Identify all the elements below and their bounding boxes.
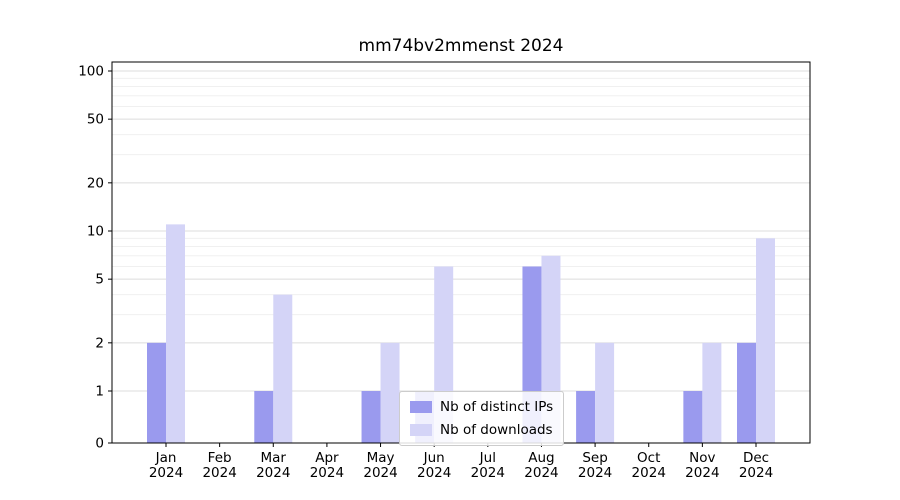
legend-label-downloads: Nb of downloads [440,422,553,438]
x-tick-label-month: Jul [479,450,496,466]
legend-swatch-distinct-ips [410,401,432,413]
x-tick-label-month: Nov [689,450,715,466]
legend-item-distinct-ips: Nb of distinct IPs [410,399,553,415]
x-tick-label-year: 2024 [310,465,344,481]
x-tick-label-month: Sep [582,450,607,466]
bar-distinct-ips [576,391,596,443]
bar-distinct-ips [254,391,274,443]
bar-downloads [595,342,615,443]
y-tick-label: 50 [87,112,104,128]
bar-downloads [702,342,722,443]
x-tick-label-month: Mar [261,450,287,466]
x-tick-label-month: May [367,450,395,466]
x-tick-label-year: 2024 [202,465,236,481]
y-tick-label: 0 [95,436,104,452]
legend: Nb of distinct IPs Nb of downloads [399,391,565,446]
y-tick-label: 10 [87,224,104,240]
chart-title: mm74bv2mmenst 2024 [358,36,564,56]
x-tick-label-year: 2024 [739,465,773,481]
x-tick-label-year: 2024 [685,465,719,481]
x-tick-label-month: Aug [528,450,554,466]
legend-label-distinct-ips: Nb of distinct IPs [440,399,554,415]
x-tick-label-month: Dec [743,450,769,466]
legend-swatch-downloads [410,424,432,436]
bar-distinct-ips [683,391,703,443]
x-tick-label-year: 2024 [632,465,666,481]
y-tick-label: 20 [87,175,104,191]
legend-item-downloads: Nb of downloads [410,422,553,438]
x-tick-label-year: 2024 [524,465,558,481]
bar-distinct-ips [147,342,166,443]
y-tick-label: 2 [95,335,104,351]
y-tick-label: 100 [78,64,104,80]
x-tick-label-year: 2024 [363,465,397,481]
bar-downloads [273,294,293,443]
x-tick-label-year: 2024 [417,465,451,481]
x-tick-label-year: 2024 [578,465,612,481]
bar-downloads [380,342,400,443]
bar-downloads [756,238,775,443]
x-tick-label-month: Apr [315,450,339,466]
bar-downloads [166,224,185,443]
x-tick-label-month: Jun [423,450,445,466]
x-tick-label-year: 2024 [149,465,183,481]
bar-distinct-ips [361,391,381,443]
x-tick-label-month: Feb [208,450,232,466]
x-tick-label-month: Oct [637,450,660,466]
y-tick-label: 1 [95,384,104,400]
x-tick-label-month: Jan [155,450,177,466]
y-tick-label: 5 [95,272,104,288]
x-tick-label-year: 2024 [471,465,505,481]
x-tick-label-year: 2024 [256,465,290,481]
bar-distinct-ips [737,342,756,443]
